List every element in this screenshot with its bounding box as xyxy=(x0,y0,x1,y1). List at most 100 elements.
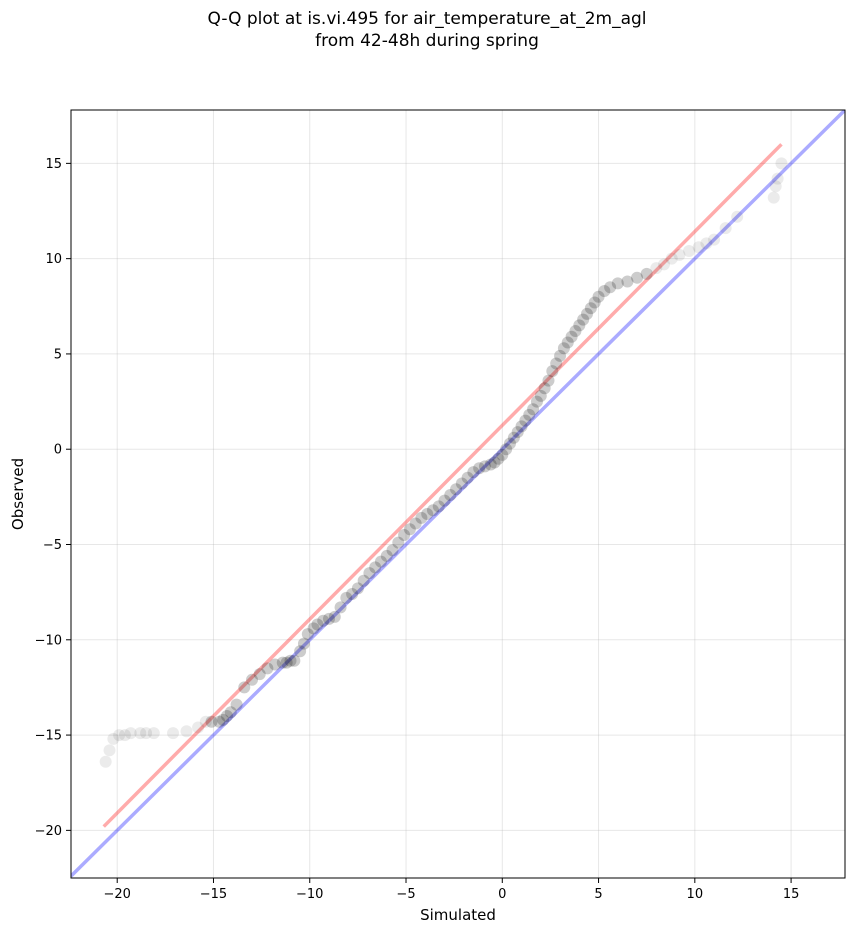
y-axis-label: Observed xyxy=(9,458,27,530)
data-point xyxy=(421,508,434,521)
data-point xyxy=(584,302,597,315)
data-point xyxy=(107,732,120,745)
data-point xyxy=(500,443,513,456)
data-point xyxy=(496,448,509,461)
identity-line xyxy=(71,110,845,878)
data-point xyxy=(217,713,230,726)
data-point xyxy=(147,727,160,740)
fit-line xyxy=(102,143,783,828)
axis-ticks: −20 −15 −10 −5 0 5 10 15 −20 −15 −10 −5 0 5 10 15 xyxy=(35,157,800,902)
data-point xyxy=(340,591,353,604)
data-point xyxy=(650,262,663,275)
data-point xyxy=(523,408,536,421)
data-point xyxy=(426,504,439,517)
data-point xyxy=(311,618,324,631)
data-point xyxy=(380,549,393,562)
data-point xyxy=(238,681,251,694)
data-point xyxy=(301,628,314,641)
data-point xyxy=(665,252,678,265)
data-point xyxy=(280,656,293,669)
data-point xyxy=(621,275,634,288)
data-point xyxy=(317,614,330,627)
x-axis-label: Simulated xyxy=(420,906,496,924)
data-point xyxy=(534,389,547,402)
data-point xyxy=(220,710,233,723)
x-tick-label: 0 xyxy=(498,887,506,902)
data-point xyxy=(450,483,463,496)
data-point xyxy=(369,561,382,574)
data-point xyxy=(230,698,243,711)
data-point xyxy=(444,488,457,501)
data-point xyxy=(455,477,468,490)
data-point xyxy=(99,755,112,768)
chart-title: Q-Q plot at is.vi.495 for air_temperatur… xyxy=(207,9,647,29)
data-point xyxy=(767,191,780,204)
data-point xyxy=(374,555,387,568)
chart-title-block: Q-Q plot at is.vi.495 for air_temperatur… xyxy=(0,8,854,52)
x-tick-label: 10 xyxy=(687,887,704,902)
x-tick-label: −10 xyxy=(296,887,323,902)
data-point xyxy=(467,466,480,479)
data-point xyxy=(124,727,137,740)
y-tick-label: −20 xyxy=(35,824,62,839)
data-point xyxy=(577,313,590,326)
data-point xyxy=(708,233,721,246)
data-point xyxy=(719,222,732,235)
data-point xyxy=(192,721,205,734)
data-point xyxy=(334,601,347,614)
data-point xyxy=(328,610,341,623)
data-point xyxy=(775,157,788,170)
data-point xyxy=(363,567,376,580)
data-point xyxy=(261,662,274,675)
data-point xyxy=(683,245,696,258)
data-point xyxy=(118,729,131,742)
data-point xyxy=(323,612,335,625)
reference-lines xyxy=(71,110,845,878)
data-point xyxy=(488,456,501,469)
data-point xyxy=(386,544,399,557)
data-point xyxy=(284,654,297,667)
x-tick-label: −20 xyxy=(103,887,130,902)
data-point xyxy=(253,668,266,681)
y-tick-label: 10 xyxy=(45,252,62,267)
plot-frame xyxy=(70,109,846,879)
data-point xyxy=(550,357,563,370)
data-point xyxy=(473,462,486,475)
data-point xyxy=(297,637,310,650)
data-point xyxy=(546,365,559,378)
data-point xyxy=(692,241,705,254)
data-point xyxy=(307,622,320,635)
y-tick-label: −5 xyxy=(43,538,62,553)
data-point xyxy=(631,271,644,284)
data-point xyxy=(511,426,524,439)
data-point xyxy=(245,673,258,686)
data-point xyxy=(276,656,289,669)
x-tick-label: 15 xyxy=(783,887,800,902)
data-point xyxy=(269,658,282,671)
chart-subtitle: from 42-48h during spring xyxy=(315,31,539,51)
data-point xyxy=(294,645,307,658)
data-point xyxy=(346,588,359,601)
data-point xyxy=(403,523,416,536)
data-point xyxy=(398,528,411,541)
data-point xyxy=(438,494,451,507)
data-point xyxy=(604,281,617,294)
data-point xyxy=(769,180,782,193)
data-point xyxy=(573,319,586,332)
x-tick-label: −5 xyxy=(396,887,415,902)
data-point xyxy=(611,277,624,290)
data-point xyxy=(205,715,218,728)
data-point xyxy=(134,727,147,740)
data-point xyxy=(527,403,540,416)
data-point xyxy=(561,336,574,349)
y-tick-label: 0 xyxy=(54,443,62,458)
y-tick-label: 15 xyxy=(45,157,62,172)
data-point xyxy=(199,715,212,728)
data-point xyxy=(478,460,491,473)
data-point xyxy=(357,574,370,587)
data-point xyxy=(530,395,543,408)
grid xyxy=(71,110,845,878)
y-tick-label: 5 xyxy=(54,347,62,362)
data-point xyxy=(731,210,744,223)
